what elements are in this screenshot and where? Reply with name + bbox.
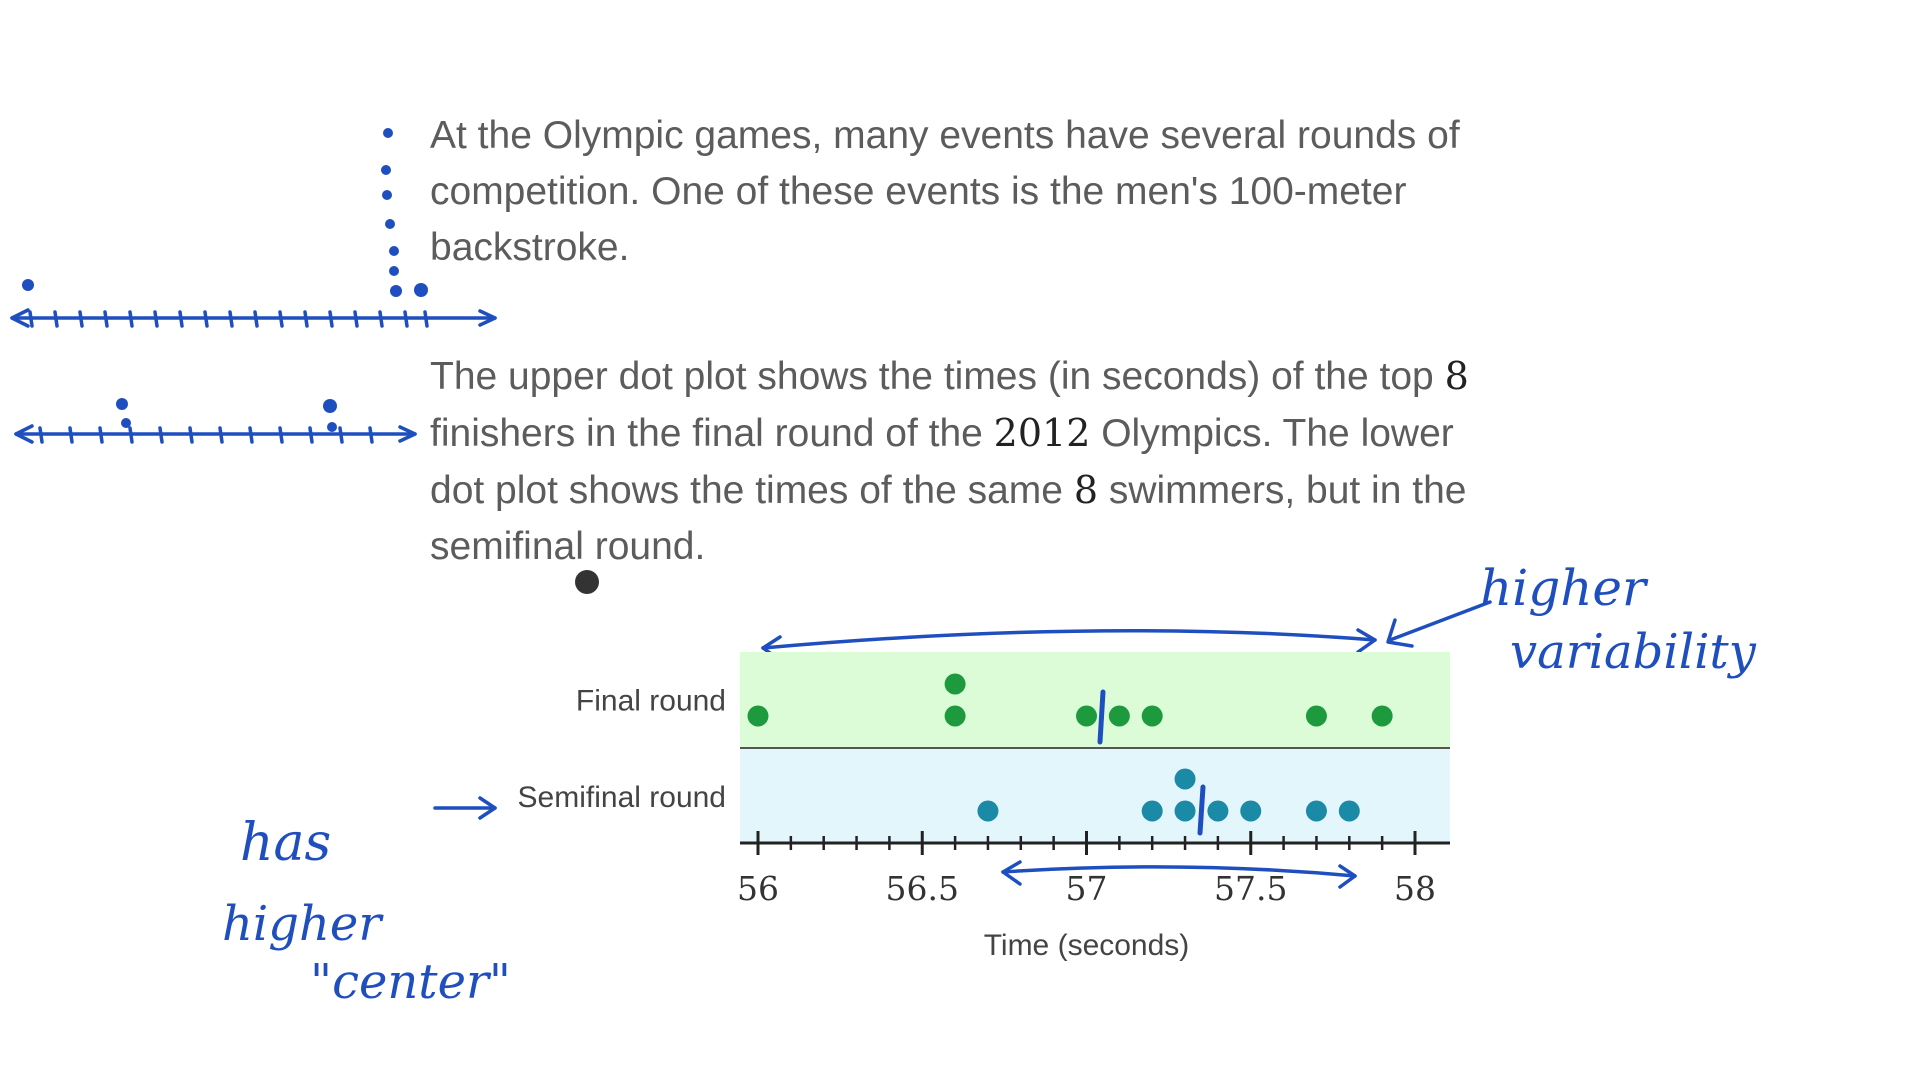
p2-number-8: 8	[1444, 354, 1469, 398]
problem-text: At the Olympic games, many events have s…	[430, 108, 1480, 575]
cursor-dot	[575, 570, 599, 594]
dot-point	[1240, 800, 1262, 822]
note-center: "center"	[310, 954, 511, 1010]
center-mark-semifinal	[1197, 784, 1206, 836]
dot-point	[1141, 800, 1163, 822]
p2-text-a: The upper dot plot shows the times (in s…	[430, 355, 1445, 398]
p2-text-c: Olympics. The lower dot plot shows the t…	[430, 412, 1454, 512]
p2-text-b: finishers in the final round of the	[430, 412, 994, 455]
note-higher-center: higher	[222, 896, 384, 952]
x-tick-label: 57	[1066, 869, 1108, 908]
row-band-0	[740, 652, 1450, 747]
x-tick-label: 56	[737, 869, 779, 908]
x-tick-label: 56.5	[886, 869, 959, 908]
problem-paragraph-2: The upper dot plot shows the times (in s…	[430, 348, 1480, 575]
dot-point	[1371, 705, 1393, 727]
dot-point	[977, 800, 999, 822]
dot-point	[1338, 800, 1360, 822]
row-label-0: Final round	[576, 685, 726, 718]
note-has: has	[240, 813, 331, 873]
dot-point	[1141, 705, 1163, 727]
dot-point	[1076, 705, 1097, 727]
x-tick-label: 57.5	[1214, 869, 1287, 908]
dot-point	[1108, 705, 1130, 727]
problem-paragraph-1: At the Olympic games, many events have s…	[430, 114, 1460, 269]
dot-point	[1305, 800, 1327, 822]
note-higher: higher	[1480, 559, 1649, 617]
dot-point	[1174, 800, 1196, 822]
note-variability: variability	[1510, 624, 1757, 680]
dot-point	[1207, 800, 1229, 822]
row-label-1: Semifinal round	[518, 781, 726, 814]
center-mark-final	[1097, 689, 1106, 745]
dot-point	[1305, 705, 1327, 727]
p2-text-d: swimmers, but in the semifinal round.	[430, 469, 1467, 568]
row-band-1	[740, 749, 1450, 843]
dot-point	[747, 705, 769, 727]
p2-number-2012: 2012	[993, 411, 1091, 455]
dot-point	[1174, 768, 1196, 790]
x-axis-label: Time (seconds)	[984, 929, 1190, 962]
dot-point	[944, 705, 966, 727]
p2-number-8b: 8	[1073, 468, 1099, 512]
dot-point	[944, 673, 966, 695]
x-tick-label: 58	[1394, 869, 1436, 908]
